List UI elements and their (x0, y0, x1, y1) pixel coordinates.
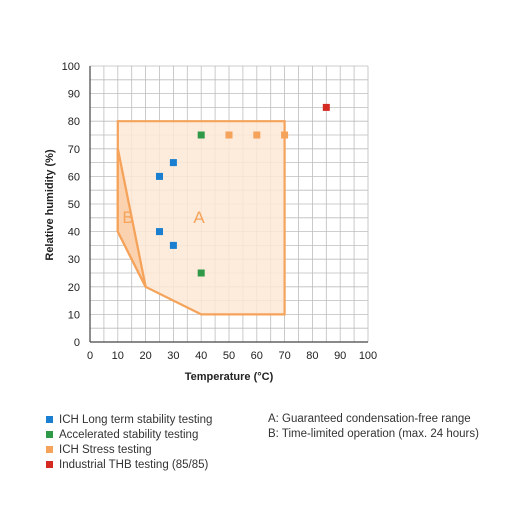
x-tick-label: 40 (195, 350, 207, 362)
legend-label: Accelerated stability testing (59, 428, 199, 441)
axes (89, 66, 368, 343)
legend-item-ich-stress: ICH Stress testing (46, 442, 212, 457)
legend-swatch (46, 446, 53, 453)
x-tick-label: 0 (87, 350, 93, 362)
legend-item-accelerated: Accelerated stability testing (46, 427, 212, 442)
tick-labels: 0 10 20 30 40 50 60 70 80 90 100 0 10 20 30 40 50 60 70 80 9… (62, 61, 378, 362)
data-point-series-1 (197, 269, 205, 277)
x-tick-label: 30 (167, 350, 179, 362)
x-tick-label: 60 (251, 350, 263, 362)
y-axis-title: Relative humidity (%) (44, 149, 56, 261)
data-point-series-0 (156, 228, 163, 236)
legend-swatch (46, 431, 53, 438)
y-tick-label: 60 (68, 171, 80, 183)
note-region-a: A: Guaranteed condensation-free range (268, 413, 471, 425)
note-region-b: B: Time-limited operation (max. 24 hours… (268, 428, 479, 440)
x-axis-title: Temperature (°C) (185, 371, 274, 383)
regions: AB (116, 120, 286, 316)
y-tick-label: 100 (62, 61, 80, 73)
x-tick-label: 90 (334, 350, 346, 362)
x-tick-label: 70 (278, 350, 290, 362)
x-tick-label: 80 (306, 350, 318, 362)
y-tick-label: 40 (68, 227, 80, 239)
y-tick-label: 80 (68, 116, 80, 128)
data-point-series-2 (253, 131, 261, 139)
legend-swatch (46, 416, 53, 423)
y-tick-label: 20 (68, 282, 80, 294)
x-tick-label: 10 (112, 350, 124, 362)
y-tick-label: 50 (68, 199, 80, 211)
y-tick-label: 0 (74, 337, 80, 349)
data-point-series-2 (225, 131, 233, 139)
y-tick-label: 70 (68, 144, 80, 156)
x-tick-label: 20 (139, 350, 151, 362)
x-tick-label: 100 (359, 350, 377, 362)
data-point-series-0 (169, 241, 177, 249)
data-point-series-1 (197, 131, 205, 139)
y-tick-label: 30 (68, 254, 80, 266)
data-points (156, 103, 330, 277)
data-point-series-3 (322, 103, 330, 111)
legend-item-industrial-thb: Industrial THB testing (85/85) (46, 457, 212, 472)
x-tick-label: 50 (223, 350, 235, 362)
y-tick-label: 10 (68, 309, 80, 321)
data-point-series-2 (281, 131, 289, 139)
legend-label: ICH Long term stability testing (59, 413, 213, 426)
region-b-fill (116, 148, 147, 288)
region-label-b: B (122, 208, 133, 227)
data-point-series-0 (156, 172, 163, 180)
data-point-series-0 (169, 159, 177, 167)
legend-swatch (46, 461, 53, 468)
region-label-a: A (193, 208, 205, 227)
legend: ICH Long term stability testing Accelera… (46, 412, 212, 472)
legend-label: ICH Stress testing (59, 443, 152, 456)
region-notes: A: Guaranteed condensation-free range B:… (268, 412, 479, 442)
legend-label: Industrial THB testing (85/85) (59, 458, 209, 471)
y-tick-label: 90 (68, 89, 80, 101)
legend-item-ich-long-term: ICH Long term stability testing (46, 412, 212, 427)
